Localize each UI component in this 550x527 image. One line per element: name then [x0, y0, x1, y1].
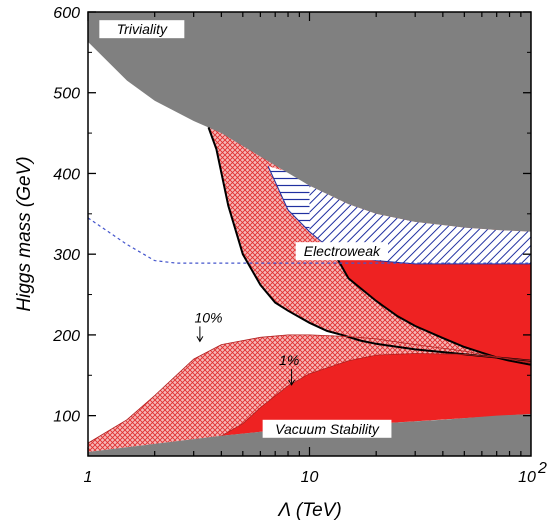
hatched-upper-boundary	[207, 127, 531, 362]
x-tick-exponent: 2	[537, 460, 547, 477]
y-tick-label: 300	[53, 247, 80, 264]
label-10-arrowhead	[196, 336, 204, 343]
triviality-region	[88, 12, 531, 232]
y-tick-label: 400	[53, 166, 80, 183]
dashed-curve	[88, 217, 531, 264]
band-1pct	[221, 353, 531, 436]
label-electroweak-bg	[295, 242, 389, 261]
label-vacuum-stability: Vacuum Stability	[275, 421, 380, 437]
y-tick-label: 600	[53, 5, 80, 22]
label-triviality-bg	[99, 20, 185, 39]
solid-upper-boundary	[330, 242, 531, 366]
label-vacuum-stability-bg	[262, 419, 392, 438]
y-tick-label: 100	[53, 409, 80, 426]
y-axis-title: Higgs mass (GeV)	[14, 156, 35, 311]
label-1-arrowhead	[288, 379, 296, 386]
x-tick-label: 10	[301, 469, 319, 486]
label-10: 10%	[194, 309, 222, 325]
x-axis-title: Λ (TeV)	[277, 500, 341, 521]
x-tick-label: 10	[518, 469, 536, 486]
y-tick-label: 200	[52, 328, 80, 345]
x-tick-label: 1	[84, 469, 93, 486]
band-10pct-edge	[88, 334, 531, 444]
y-tick-label: 500	[53, 86, 80, 103]
label-1: 1%	[279, 352, 299, 368]
band-1pct-edge	[221, 353, 531, 437]
label-triviality: Triviality	[117, 21, 168, 37]
label-electroweak: Electroweak	[304, 243, 381, 259]
